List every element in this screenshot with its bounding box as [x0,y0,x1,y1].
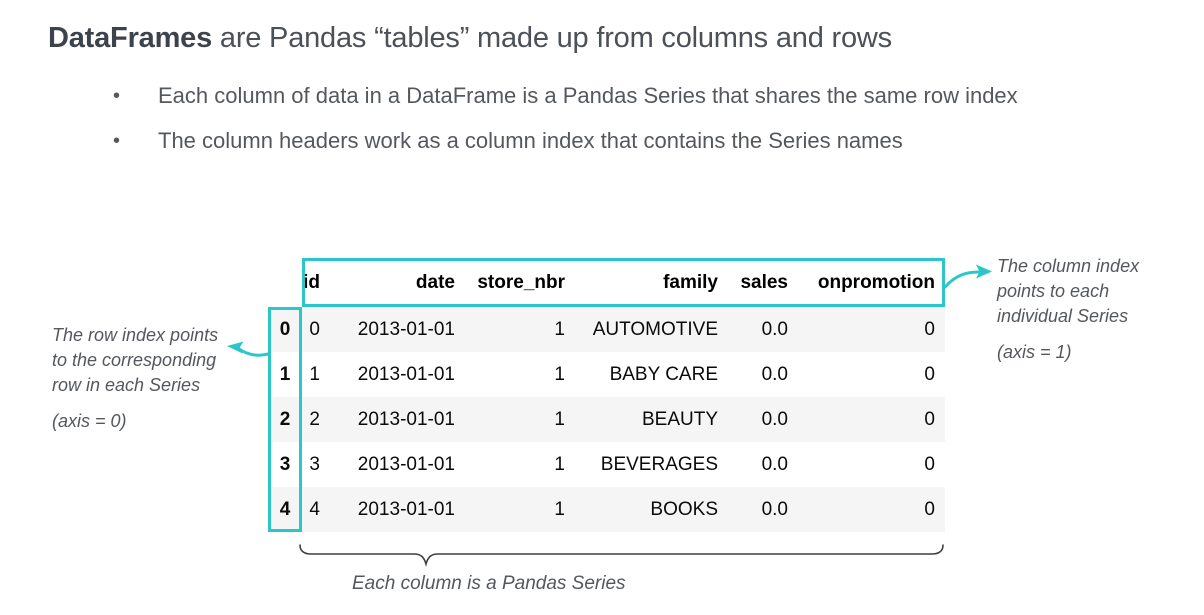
row-index-arrow-icon [227,341,270,357]
series-caption: Each column is a Pandas Series [352,573,626,594]
table-cell: 1 [554,498,565,520]
column-index-arrow-icon [943,264,992,289]
column-header: store_nbr [477,271,565,293]
table-row: 2 2 2013-01-01 1 BEAUTY 0.0 0 [268,397,945,442]
annotation-line: individual Series [997,306,1129,326]
table-cell: 2013-01-01 [357,318,455,340]
page-title: DataFrames are Pandas “tables” made up f… [48,22,892,55]
table-cell: 1 [554,408,565,430]
annotation-line: points to each [997,281,1110,301]
bullet-list: • Each column of data in a DataFrame is … [113,82,1018,172]
table-cell: BOOKS [650,498,718,520]
column-index-annotation: The column index points to each individu… [997,254,1167,365]
row-index-cell: 3 [279,453,291,475]
table-cell: 2013-01-01 [357,453,455,475]
axis-label: (axis = 0) [52,411,127,431]
table-cell: BABY CARE [609,363,718,385]
table-cell: 1 [554,453,565,475]
table-cell: 0 [924,453,935,475]
bullet-item: • Each column of data in a DataFrame is … [113,82,1018,110]
table-cell: BEVERAGES [600,453,718,475]
row-index-cell: 4 [279,498,291,520]
annotation-line: The column index [997,256,1140,276]
table-cell: BEAUTY [641,408,718,430]
table-cell: 2013-01-01 [357,363,455,385]
series-brace-icon [299,544,944,567]
table-cell: AUTOMOTIVE [592,318,718,340]
column-header: sales [740,271,788,293]
table-row: 3 3 2013-01-01 1 BEVERAGES 0.0 0 [268,442,945,487]
annotation-line: The row index points [52,325,219,345]
table-cell: 0 [924,318,935,340]
table-cell: 2013-01-01 [357,408,455,430]
axis-label: (axis = 1) [997,342,1072,362]
table-cell: 4 [309,498,320,520]
table-cell: 0 [924,408,935,430]
table-row: 4 4 2013-01-01 1 BOOKS 0.0 0 [268,487,945,532]
bullet-item: • The column headers work as a column in… [113,127,1018,155]
row-index-cell: 0 [279,318,291,340]
table-cell: 0.0 [761,498,788,520]
table-cell: 2013-01-01 [357,498,455,520]
table-cell: 1 [554,363,565,385]
table-row: 0 0 2013-01-01 1 AUTOMOTIVE 0.0 0 [268,307,945,352]
table-cell: 3 [309,453,320,475]
bullet-icon: • [113,130,121,152]
bullet-text: Each column of data in a DataFrame is a … [158,83,1018,108]
annotation-line: row in each Series [52,375,201,395]
table-header-row: id date store_nbr family sales onpromoti… [268,258,945,307]
table-cell: 1 [309,363,320,385]
table-cell: 2 [309,408,320,430]
table-cell: 0 [924,363,935,385]
bullet-icon: • [113,85,121,107]
row-index-cell: 2 [279,408,291,430]
title-bold-text: DataFrames [48,22,213,54]
bullet-text: The column headers work as a column inde… [158,128,903,153]
row-index-cell: 1 [279,363,291,385]
annotation-line: to the corresponding [52,350,217,370]
table-cell: 1 [554,318,565,340]
table-row: 1 1 2013-01-01 1 BABY CARE 0.0 0 [268,352,945,397]
title-regular-text: are Pandas “tables” made up from columns… [212,22,892,54]
column-header: onpromotion [817,271,935,293]
table-cell: 0 [309,318,320,340]
column-header: date [415,271,455,293]
column-header: id [303,271,320,293]
table-cell: 0.0 [761,453,788,475]
row-index-annotation: The row index points to the correspondin… [52,323,252,434]
table-cell: 0 [924,498,935,520]
table-cell: 0.0 [761,363,788,385]
column-header: family [663,271,718,293]
table-cell: 0.0 [761,318,788,340]
table-cell: 0.0 [761,408,788,430]
